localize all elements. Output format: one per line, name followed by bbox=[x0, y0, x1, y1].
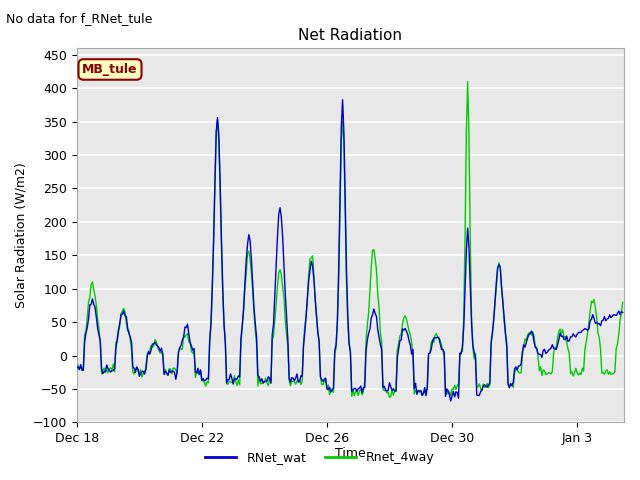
Y-axis label: Solar Radiation (W/m2): Solar Radiation (W/m2) bbox=[14, 162, 27, 308]
Rnet_4way bbox=[91, 293, 99, 299]
RNet_wat bbox=[447, 398, 454, 404]
RNet_wat bbox=[317, 374, 324, 380]
RNet_wat bbox=[73, 365, 81, 371]
Text: MB_tule: MB_tule bbox=[83, 63, 138, 76]
Rnet_4way bbox=[598, 371, 605, 376]
Line: RNet_wat: RNet_wat bbox=[77, 100, 623, 401]
RNet_wat bbox=[344, 313, 351, 319]
Rnet_4way bbox=[386, 395, 394, 400]
X-axis label: Time: Time bbox=[335, 446, 366, 459]
RNet_wat bbox=[91, 304, 99, 310]
Rnet_4way bbox=[464, 79, 472, 84]
RNet_wat bbox=[525, 332, 532, 337]
Title: Net Radiation: Net Radiation bbox=[298, 28, 403, 43]
Rnet_4way bbox=[619, 300, 627, 305]
RNet_wat bbox=[619, 310, 627, 315]
RNet_wat bbox=[598, 318, 605, 324]
RNet_wat bbox=[255, 374, 263, 380]
Legend: RNet_wat, Rnet_4way: RNet_wat, Rnet_4way bbox=[200, 446, 440, 469]
RNet_wat bbox=[339, 97, 346, 103]
Rnet_4way bbox=[255, 373, 263, 379]
Rnet_4way bbox=[525, 330, 532, 336]
Rnet_4way bbox=[317, 374, 324, 380]
Text: No data for f_RNet_tule: No data for f_RNet_tule bbox=[6, 12, 153, 25]
Rnet_4way bbox=[342, 278, 350, 284]
Line: Rnet_4way: Rnet_4way bbox=[77, 82, 623, 397]
Rnet_4way bbox=[73, 366, 81, 372]
